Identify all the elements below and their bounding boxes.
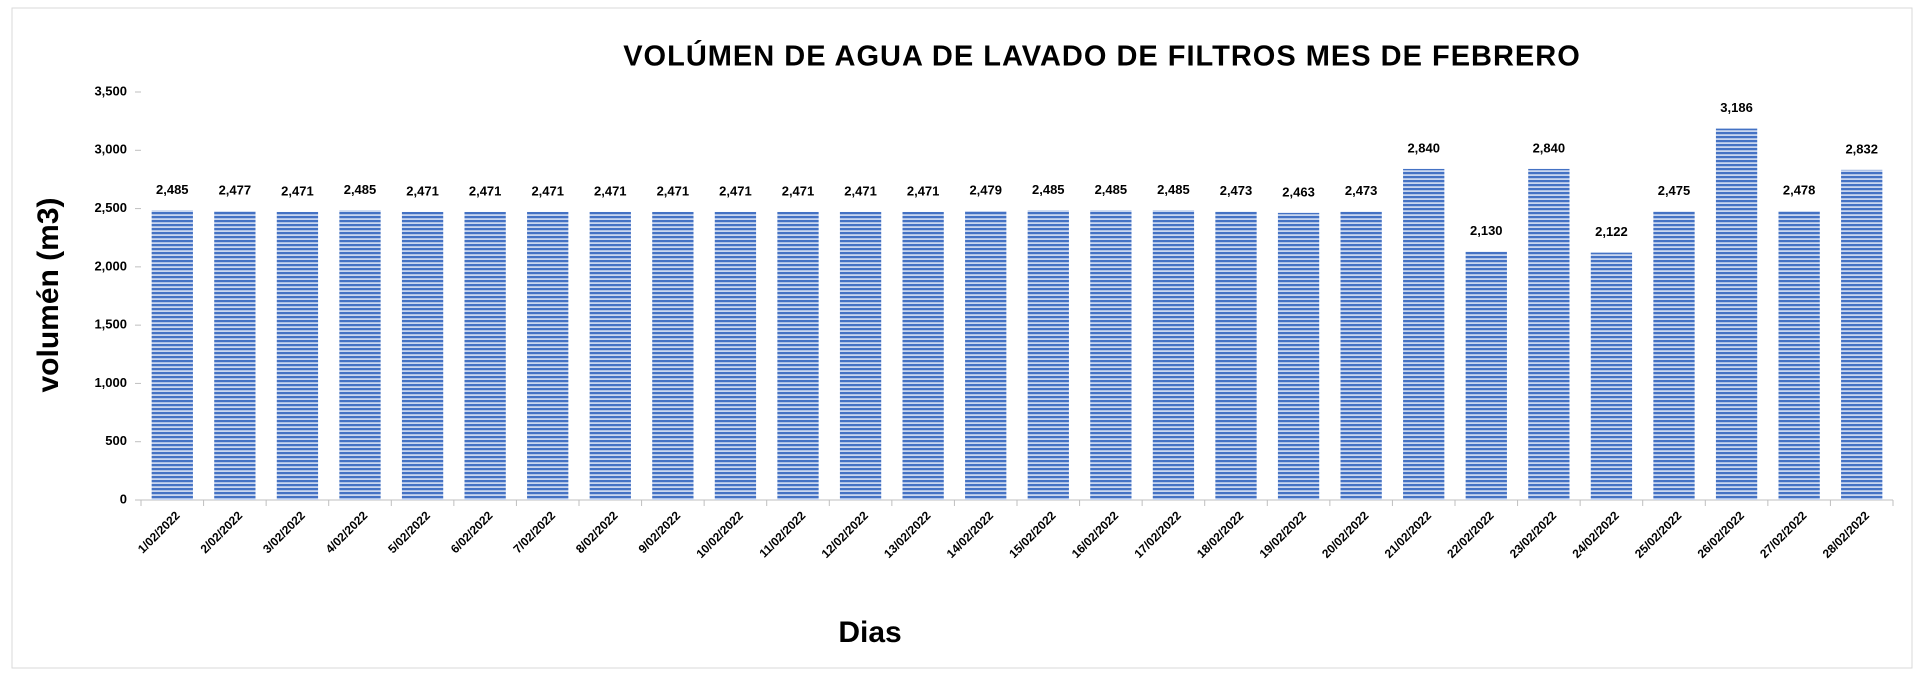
bar: [1090, 210, 1132, 500]
bar: [339, 210, 381, 500]
x-tick-label: 12/02/2022: [819, 508, 872, 561]
data-label: 2,473: [1220, 183, 1253, 198]
chart-border: [11, 7, 1913, 669]
bar: [1653, 211, 1695, 500]
x-tick-label: 6/02/2022: [448, 508, 496, 556]
bar: [1590, 252, 1633, 500]
data-label: 2,485: [156, 182, 189, 197]
data-label: 3,186: [1720, 100, 1753, 115]
x-tick-label: 11/02/2022: [756, 508, 808, 560]
y-tick-label: 2,000: [94, 258, 127, 273]
x-axis-label: Dias: [838, 616, 901, 649]
data-label: 2,832: [1845, 141, 1878, 156]
bar: [589, 211, 631, 500]
data-label: 2,471: [782, 183, 815, 198]
data-label: 2,485: [344, 182, 377, 197]
data-label: 2,471: [907, 183, 940, 198]
x-tick-label: 19/02/2022: [1257, 508, 1310, 561]
x-tick-label: 27/02/2022: [1757, 508, 1810, 561]
x-tick-label: 1/02/2022: [135, 508, 183, 556]
x-tick-label: 24/02/2022: [1569, 508, 1622, 561]
x-tick-label: 4/02/2022: [323, 508, 371, 556]
data-label: 2,485: [1157, 182, 1190, 197]
x-tick-label: 15/02/2022: [1006, 508, 1059, 561]
bar: [1841, 169, 1883, 500]
y-axis-label: volumén (m3): [32, 197, 65, 392]
y-tick-label: 1,500: [94, 317, 127, 332]
data-label: 2,840: [1533, 140, 1566, 155]
bar: [652, 211, 694, 500]
bar: [1778, 211, 1820, 501]
bar: [1528, 168, 1570, 501]
x-tick-label: 26/02/2022: [1695, 508, 1748, 561]
x-tick-label: 13/02/2022: [881, 508, 934, 561]
y-tick-label: 3,000: [94, 142, 127, 157]
chart-title: VOLÚMEN DE AGUA DE LAVADO DE FILTROS MES…: [623, 39, 1581, 73]
bar: [902, 211, 944, 500]
x-tick-label: 5/02/2022: [385, 508, 433, 556]
bar: [714, 211, 757, 500]
data-label: 2,479: [969, 182, 1002, 197]
x-tick-label: 28/02/2022: [1820, 508, 1873, 561]
bar: [1465, 251, 1507, 500]
bar: [1152, 210, 1195, 500]
bar: [1403, 168, 1445, 501]
data-label: 2,471: [719, 183, 752, 198]
data-label: 2,840: [1407, 140, 1440, 155]
data-label: 2,471: [594, 183, 627, 198]
bar: [839, 211, 882, 500]
y-tick-label: 500: [105, 433, 127, 448]
x-tick-label: 17/02/2022: [1131, 508, 1184, 561]
data-label: 2,471: [406, 183, 439, 198]
x-tick-label: 10/02/2022: [693, 508, 746, 561]
bar: [527, 211, 569, 500]
bar: [1340, 211, 1382, 500]
x-tick-label: 18/02/2022: [1194, 508, 1247, 561]
data-label: 2,471: [469, 183, 502, 198]
x-tick-label: 9/02/2022: [636, 508, 684, 556]
data-label: 2,473: [1345, 183, 1378, 198]
bar: [276, 211, 319, 500]
bar: [464, 211, 506, 500]
y-tick-label: 3,500: [94, 83, 127, 98]
bar: [151, 210, 193, 500]
data-label: 2,471: [531, 183, 564, 198]
y-tick-label: 2,500: [94, 200, 127, 215]
x-tick-label: 2/02/2022: [198, 508, 246, 556]
data-label: 2,485: [1095, 182, 1128, 197]
data-label: 2,485: [1032, 182, 1065, 197]
x-tick-label: 16/02/2022: [1069, 508, 1122, 561]
data-label: 2,130: [1470, 223, 1503, 238]
bar: [214, 211, 256, 501]
data-label: 2,463: [1282, 184, 1315, 199]
bar: [1215, 211, 1257, 500]
bar: [965, 211, 1007, 501]
x-tick-label: 21/02/2022: [1382, 508, 1435, 561]
x-tick-label: 7/02/2022: [510, 508, 558, 556]
data-label: 2,122: [1595, 224, 1628, 239]
data-label: 2,471: [844, 183, 877, 198]
data-label: 2,477: [219, 183, 252, 198]
bar: [1277, 212, 1320, 500]
data-label: 2,471: [657, 183, 690, 198]
x-tick-label: 3/02/2022: [260, 508, 308, 556]
y-tick-label: 1,000: [94, 375, 127, 390]
x-tick-label: 22/02/2022: [1444, 508, 1497, 561]
data-label: 2,471: [281, 183, 314, 198]
x-tick-label: 23/02/2022: [1507, 508, 1560, 561]
data-label: 2,475: [1658, 183, 1691, 198]
x-tick-label: 20/02/2022: [1319, 508, 1372, 561]
x-tick-label: 25/02/2022: [1632, 508, 1685, 561]
bar: [1715, 128, 1758, 500]
data-label: 2,478: [1783, 183, 1816, 198]
x-tick-label: 14/02/2022: [944, 508, 997, 561]
bar: [777, 211, 819, 500]
y-tick-label: 0: [120, 491, 127, 506]
x-tick-label: 8/02/2022: [573, 508, 621, 556]
bar: [1027, 210, 1069, 500]
bar: [401, 211, 444, 500]
